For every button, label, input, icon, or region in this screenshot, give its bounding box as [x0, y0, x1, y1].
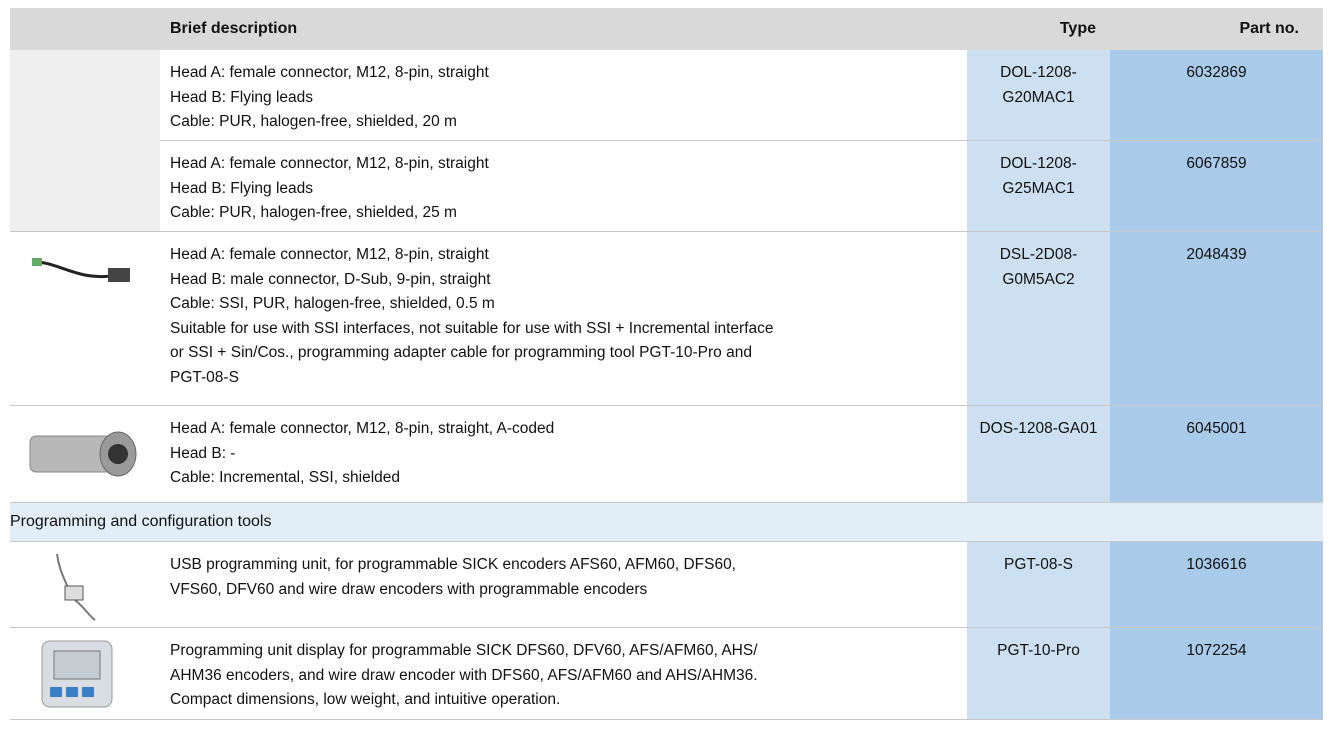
- row-separator: [10, 502, 1323, 503]
- description-cell: Programming unit display for programmabl…: [160, 628, 967, 720]
- description-cell: USB programming unit, for programmable S…: [160, 542, 967, 628]
- description-line: Compact dimensions, low weight, and intu…: [170, 691, 561, 708]
- description-line: Cable: Incremental, SSI, shielded: [170, 469, 401, 486]
- header-cell: [10, 8, 160, 50]
- row-separator: [10, 405, 1323, 406]
- part-no-cell: 2048439: [1110, 232, 1323, 406]
- description-line: Head B: Flying leads: [170, 88, 314, 106]
- header-type: Type: [967, 8, 1110, 50]
- part-no-cell: 1072254: [1110, 628, 1323, 720]
- description-cell: Head A: female connector, M12, 8-pin, st…: [160, 141, 967, 232]
- type-cell: DSL-2D08-G0M5AC2: [967, 232, 1110, 406]
- description-line: Head B: Flying leads: [170, 179, 314, 197]
- usb-unit-icon: [56, 553, 96, 621]
- header-description: Brief description: [160, 8, 967, 50]
- description-line: Programming unit display for programmabl…: [170, 642, 758, 659]
- row-separator: [10, 231, 1323, 232]
- description-line: Head A: female connector, M12, 8-pin, st…: [170, 420, 555, 437]
- part-no-cell: 6045001: [1110, 406, 1323, 503]
- row-separator: [10, 541, 1323, 542]
- description-line: VFS60, DFV60 and wire draw encoders with…: [170, 580, 648, 598]
- type-cell: PGT-08-S: [967, 542, 1110, 628]
- description-line: AHM36 encoders, and wire draw encoder wi…: [170, 666, 758, 684]
- type-cell: DOS-1208-GA01: [967, 406, 1110, 503]
- description-line: Head A: female connector, M12, 8-pin, st…: [170, 246, 489, 263]
- description-line: Cable: SSI, PUR, halogen-free, shielded,…: [170, 295, 495, 312]
- description-line: Head B: male connector, D-Sub, 9-pin, st…: [170, 270, 491, 288]
- row-separator: [10, 719, 1323, 720]
- type-cell: DOL-1208-G25MAC1: [967, 141, 1110, 232]
- description-cell: Head A: female connector, M12, 8-pin, st…: [160, 406, 967, 503]
- image-cell: [10, 50, 160, 232]
- header-part-no: Part no.: [1110, 8, 1323, 50]
- type-cell: PGT-10-Pro: [967, 628, 1110, 720]
- connector-icon: [29, 431, 137, 477]
- description-cell: Head A: female connector, M12, 8-pin, st…: [160, 232, 967, 406]
- description-line: Suitable for use with SSI interfaces, no…: [170, 319, 774, 337]
- part-no-cell: 1036616: [1110, 542, 1323, 628]
- description-line: Cable: PUR, halogen-free, shielded, 20 m: [170, 113, 457, 130]
- description-line: Cable: PUR, halogen-free, shielded, 25 m: [170, 204, 457, 221]
- description-line: or SSI + Sin/Cos., programming adapter c…: [170, 344, 752, 361]
- description-line: Head A: female connector, M12, 8-pin, st…: [170, 64, 489, 81]
- description-line: Head A: female connector, M12, 8-pin, st…: [170, 155, 489, 172]
- description-line: PGT-08-S: [170, 368, 239, 386]
- display-unit-icon: [41, 640, 113, 708]
- part-no-cell: 6032869: [1110, 50, 1323, 141]
- cable-icon: [32, 258, 130, 282]
- part-no-cell: 6067859: [1110, 141, 1323, 232]
- description-line: USB programming unit, for programmable S…: [170, 556, 736, 573]
- description-line: Head B: -: [170, 444, 236, 462]
- section-row: Programming and configuration tools: [10, 503, 1323, 542]
- type-cell: DOL-1208-G20MAC1: [967, 50, 1110, 141]
- row-separator: [160, 140, 1323, 141]
- row-separator: [10, 627, 1323, 628]
- description-cell: Head A: female connector, M12, 8-pin, st…: [160, 50, 967, 141]
